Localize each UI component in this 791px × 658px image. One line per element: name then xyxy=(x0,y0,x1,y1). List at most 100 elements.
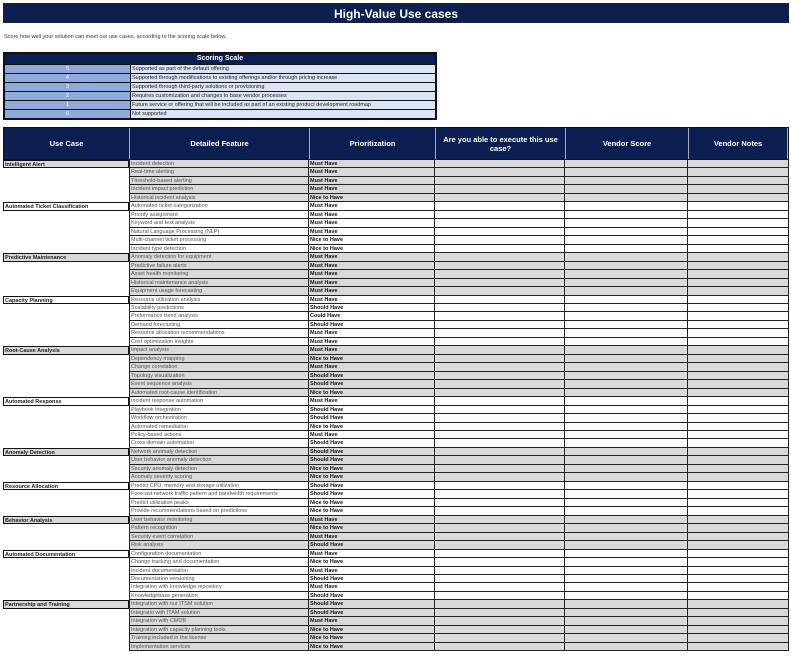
vendor-score-input-cell[interactable] xyxy=(565,456,688,465)
vendor-notes-input-cell[interactable] xyxy=(688,532,789,542)
vendor-notes-input-cell[interactable] xyxy=(688,278,789,288)
vendor-notes-input-cell[interactable] xyxy=(688,380,789,389)
vendor-notes-input-cell[interactable] xyxy=(688,160,789,169)
execute-input-cell[interactable] xyxy=(435,287,565,296)
vendor-score-input-cell[interactable] xyxy=(565,464,688,474)
vendor-score-input-cell[interactable] xyxy=(565,354,688,364)
execute-input-cell[interactable] xyxy=(435,447,565,457)
vendor-notes-input-cell[interactable] xyxy=(688,574,789,584)
vendor-notes-input-cell[interactable] xyxy=(688,608,789,618)
vendor-score-input-cell[interactable] xyxy=(565,414,688,423)
vendor-notes-input-cell[interactable] xyxy=(688,431,789,440)
execute-input-cell[interactable] xyxy=(435,193,565,203)
vendor-notes-input-cell[interactable] xyxy=(688,295,789,304)
execute-input-cell[interactable] xyxy=(435,625,565,635)
vendor-notes-input-cell[interactable] xyxy=(688,541,789,550)
vendor-score-input-cell[interactable] xyxy=(565,473,688,482)
vendor-notes-input-cell[interactable] xyxy=(688,498,789,508)
execute-input-cell[interactable] xyxy=(435,591,565,601)
vendor-score-input-cell[interactable] xyxy=(565,337,688,347)
vendor-notes-input-cell[interactable] xyxy=(688,600,789,609)
vendor-score-input-cell[interactable] xyxy=(565,591,688,601)
execute-input-cell[interactable] xyxy=(435,473,565,482)
vendor-notes-input-cell[interactable] xyxy=(688,422,789,431)
execute-input-cell[interactable] xyxy=(435,329,565,338)
vendor-notes-input-cell[interactable] xyxy=(688,617,789,626)
vendor-score-input-cell[interactable] xyxy=(565,329,688,338)
vendor-notes-input-cell[interactable] xyxy=(688,193,789,203)
vendor-notes-input-cell[interactable] xyxy=(688,320,789,330)
execute-input-cell[interactable] xyxy=(435,583,565,592)
execute-input-cell[interactable] xyxy=(435,634,565,643)
vendor-notes-input-cell[interactable] xyxy=(688,447,789,457)
execute-input-cell[interactable] xyxy=(435,354,565,364)
vendor-score-input-cell[interactable] xyxy=(565,193,688,203)
vendor-score-input-cell[interactable] xyxy=(565,371,688,381)
execute-input-cell[interactable] xyxy=(435,515,565,525)
execute-input-cell[interactable] xyxy=(435,422,565,431)
vendor-notes-input-cell[interactable] xyxy=(688,549,789,559)
vendor-score-input-cell[interactable] xyxy=(565,549,688,559)
vendor-notes-input-cell[interactable] xyxy=(688,227,789,237)
execute-input-cell[interactable] xyxy=(435,558,565,567)
vendor-score-input-cell[interactable] xyxy=(565,236,688,245)
vendor-score-input-cell[interactable] xyxy=(565,515,688,525)
vendor-notes-input-cell[interactable] xyxy=(688,329,789,338)
vendor-notes-input-cell[interactable] xyxy=(688,583,789,592)
execute-input-cell[interactable] xyxy=(435,253,565,262)
vendor-score-input-cell[interactable] xyxy=(565,600,688,609)
vendor-notes-input-cell[interactable] xyxy=(688,244,789,254)
vendor-score-input-cell[interactable] xyxy=(565,397,688,406)
vendor-score-input-cell[interactable] xyxy=(565,346,688,355)
vendor-score-input-cell[interactable] xyxy=(565,431,688,440)
execute-input-cell[interactable] xyxy=(435,642,565,652)
vendor-notes-input-cell[interactable] xyxy=(688,303,789,313)
execute-input-cell[interactable] xyxy=(435,456,565,465)
vendor-notes-input-cell[interactable] xyxy=(688,261,789,271)
vendor-notes-input-cell[interactable] xyxy=(688,388,789,398)
vendor-notes-input-cell[interactable] xyxy=(688,185,789,194)
vendor-score-input-cell[interactable] xyxy=(565,168,688,177)
execute-input-cell[interactable] xyxy=(435,295,565,304)
execute-input-cell[interactable] xyxy=(435,363,565,372)
vendor-notes-input-cell[interactable] xyxy=(688,312,789,321)
vendor-score-input-cell[interactable] xyxy=(565,532,688,542)
vendor-score-input-cell[interactable] xyxy=(565,185,688,194)
execute-input-cell[interactable] xyxy=(435,481,565,491)
execute-input-cell[interactable] xyxy=(435,507,565,516)
vendor-notes-input-cell[interactable] xyxy=(688,236,789,245)
vendor-score-input-cell[interactable] xyxy=(565,617,688,626)
vendor-score-input-cell[interactable] xyxy=(565,490,688,499)
vendor-score-input-cell[interactable] xyxy=(565,558,688,567)
vendor-notes-input-cell[interactable] xyxy=(688,337,789,347)
vendor-notes-input-cell[interactable] xyxy=(688,642,789,652)
vendor-notes-input-cell[interactable] xyxy=(688,168,789,177)
execute-input-cell[interactable] xyxy=(435,185,565,194)
vendor-score-input-cell[interactable] xyxy=(565,608,688,618)
vendor-score-input-cell[interactable] xyxy=(565,261,688,271)
vendor-notes-input-cell[interactable] xyxy=(688,363,789,372)
vendor-score-input-cell[interactable] xyxy=(565,481,688,491)
execute-input-cell[interactable] xyxy=(435,397,565,406)
vendor-score-input-cell[interactable] xyxy=(565,363,688,372)
vendor-score-input-cell[interactable] xyxy=(565,278,688,288)
vendor-score-input-cell[interactable] xyxy=(565,507,688,516)
vendor-score-input-cell[interactable] xyxy=(565,642,688,652)
vendor-notes-input-cell[interactable] xyxy=(688,414,789,423)
vendor-score-input-cell[interactable] xyxy=(565,202,688,211)
vendor-score-input-cell[interactable] xyxy=(565,380,688,389)
execute-input-cell[interactable] xyxy=(435,524,565,533)
execute-input-cell[interactable] xyxy=(435,320,565,330)
vendor-notes-input-cell[interactable] xyxy=(688,346,789,355)
vendor-notes-input-cell[interactable] xyxy=(688,507,789,516)
execute-input-cell[interactable] xyxy=(435,608,565,618)
vendor-notes-input-cell[interactable] xyxy=(688,397,789,406)
vendor-score-input-cell[interactable] xyxy=(565,405,688,415)
vendor-score-input-cell[interactable] xyxy=(565,388,688,398)
execute-input-cell[interactable] xyxy=(435,202,565,211)
vendor-notes-input-cell[interactable] xyxy=(688,464,789,474)
execute-input-cell[interactable] xyxy=(435,532,565,542)
execute-input-cell[interactable] xyxy=(435,244,565,254)
vendor-notes-input-cell[interactable] xyxy=(688,473,789,482)
vendor-notes-input-cell[interactable] xyxy=(688,210,789,220)
